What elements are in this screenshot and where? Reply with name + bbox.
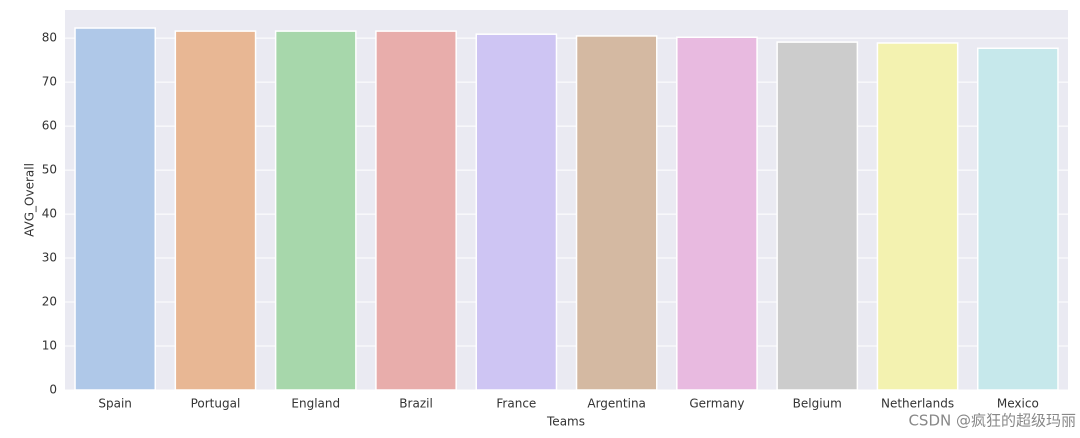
watermark: CSDN @疯狂的超级玛丽 xyxy=(908,412,1076,430)
x-tick-label: Netherlands xyxy=(881,397,954,411)
bar xyxy=(776,41,859,391)
bar xyxy=(976,47,1059,391)
bar xyxy=(375,30,457,391)
y-tick-label: 10 xyxy=(42,339,57,353)
y-tick-label: 30 xyxy=(42,251,57,265)
x-axis-label: Teams xyxy=(546,415,585,429)
bar xyxy=(74,27,157,391)
bar xyxy=(274,30,357,391)
y-tick-label: 70 xyxy=(42,75,57,89)
x-tick-label: Germany xyxy=(689,397,744,411)
bar xyxy=(876,42,959,391)
x-tick-label: Portugal xyxy=(191,397,241,411)
y-tick-label: 0 xyxy=(49,383,57,397)
x-tick-label: Mexico xyxy=(997,397,1039,411)
x-tick-label: England xyxy=(291,397,340,411)
x-tick-label: Belgium xyxy=(793,397,842,411)
x-tick-label: Spain xyxy=(98,397,132,411)
x-tick-label: France xyxy=(496,397,536,411)
y-axis-label: AVG_Overall xyxy=(23,163,37,237)
bar xyxy=(575,35,658,391)
y-tick-label: 20 xyxy=(42,295,57,309)
y-tick-label: 60 xyxy=(42,119,57,133)
bar xyxy=(676,36,758,391)
y-tick-label: 50 xyxy=(42,163,57,177)
bar xyxy=(475,33,558,391)
x-tick-label: Brazil xyxy=(399,397,433,411)
x-tick-label: Argentina xyxy=(587,397,646,411)
bar xyxy=(174,30,257,391)
y-tick-label: 40 xyxy=(42,207,57,221)
y-tick-label: 80 xyxy=(42,31,57,45)
